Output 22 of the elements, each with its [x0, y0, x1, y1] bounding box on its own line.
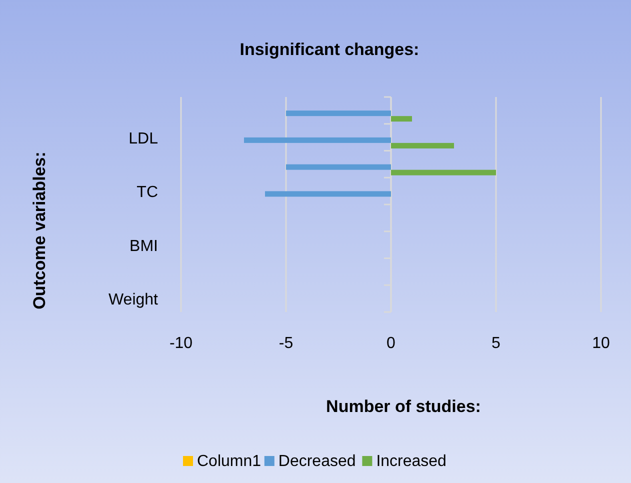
x-tick-label: 5	[492, 335, 501, 352]
x-tick-label: -10	[169, 335, 193, 352]
bar	[244, 137, 391, 143]
x-tick-label: 10	[592, 335, 610, 352]
y-tick-label: TC	[136, 184, 158, 202]
y-tick-label: LDL	[128, 130, 158, 148]
bar	[391, 170, 496, 176]
y-axis-title: Outcome variables:	[30, 152, 49, 310]
x-tick-label: -5	[278, 335, 294, 352]
chart-title: Insignificant changes:	[240, 40, 420, 59]
x-tick-label: 0	[386, 335, 396, 352]
bar	[265, 191, 391, 197]
legend-label: Decreased	[278, 453, 356, 470]
legend-label: Increased	[376, 453, 446, 470]
y-tick-label: Weight	[108, 292, 159, 309]
bar	[286, 110, 391, 116]
bar	[286, 164, 391, 170]
legend-label: Column1	[197, 453, 262, 470]
bar	[391, 116, 412, 122]
x-axis-title: Number of studies:	[326, 397, 481, 416]
y-tick-label: BMI	[130, 238, 158, 255]
bar	[391, 142, 454, 148]
